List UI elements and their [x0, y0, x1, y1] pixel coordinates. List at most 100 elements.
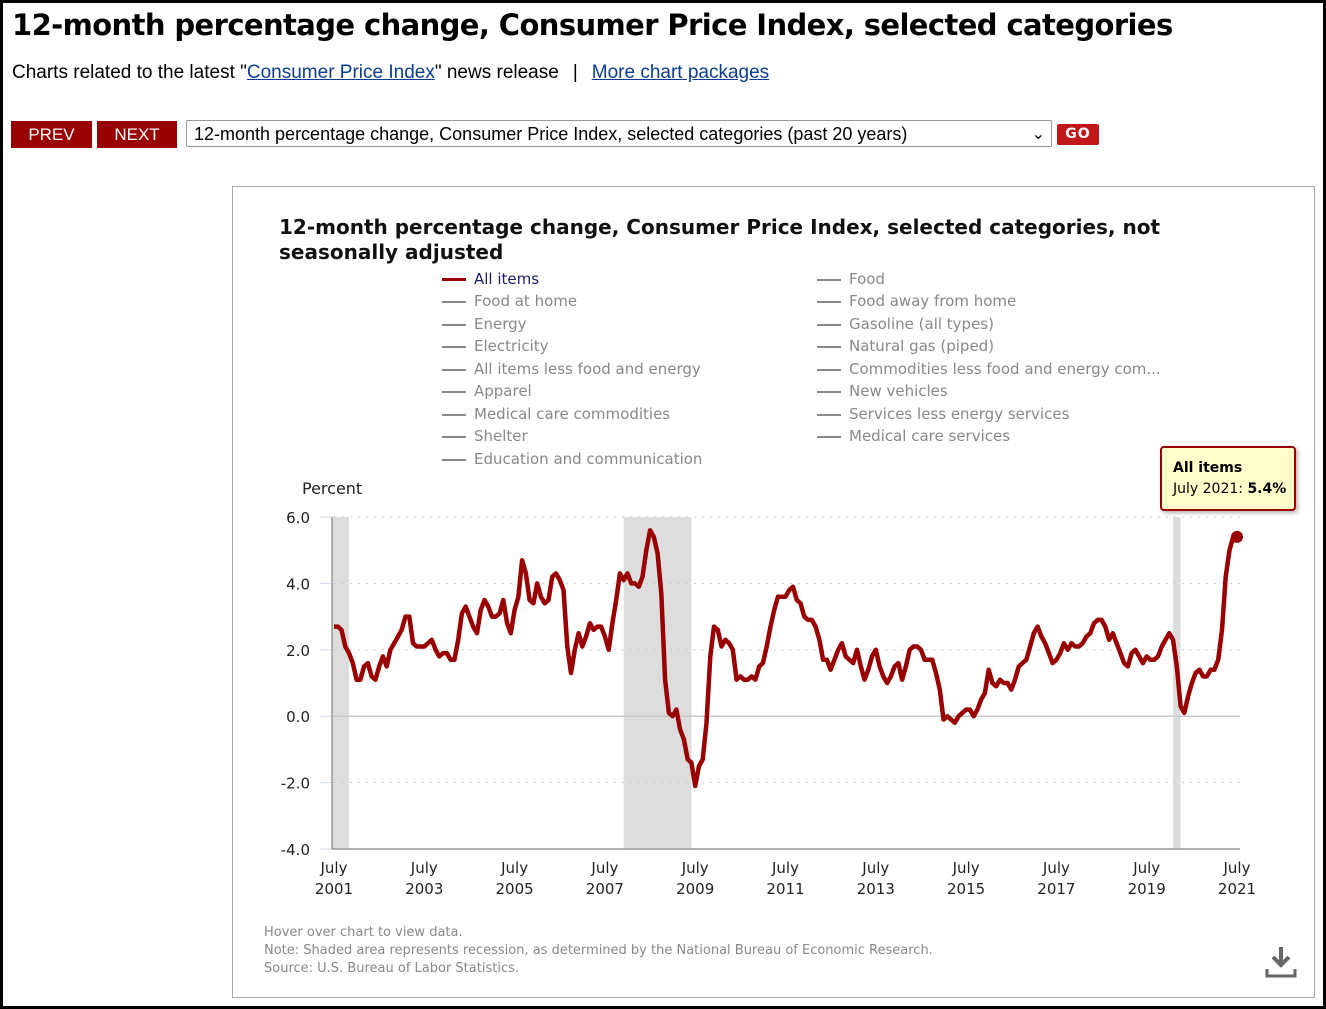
legend-marker: [817, 413, 841, 416]
legend-marker: [817, 278, 841, 281]
x-tick-label: July: [410, 859, 438, 877]
legend-marker: [442, 300, 466, 303]
legend-item[interactable]: Gasoline (all types): [817, 315, 994, 333]
chart-title: 12-month percentage change, Consumer Pri…: [279, 215, 1161, 264]
y-tick-label: -2.0: [281, 775, 310, 793]
tooltip-series: All items: [1173, 460, 1243, 476]
legend-marker: [817, 345, 841, 348]
separator: |: [572, 62, 578, 83]
line-chart[interactable]: 6.0 4.0 2.0 0.0 -2.0 -4.0 Percent July 2001 July 2…: [233, 187, 1314, 997]
cpi-link[interactable]: Consumer Price Index: [246, 62, 435, 83]
legend-item[interactable]: All items less food and energy: [442, 360, 701, 378]
legend-label: Services less energy services: [849, 405, 1070, 423]
x-tick-label: 2007: [586, 880, 624, 898]
download-icon[interactable]: [1265, 945, 1297, 979]
legend-item[interactable]: Food away from home: [817, 292, 1016, 310]
x-tick-label: 2017: [1037, 880, 1075, 898]
x-tick-label: July: [771, 859, 799, 877]
x-tick-label: July: [681, 859, 709, 877]
legend-item[interactable]: Energy: [442, 315, 527, 333]
subtitle-prefix: Charts related to the latest ": [12, 62, 247, 83]
legend-label: Medical care commodities: [474, 405, 671, 423]
y-tick-label: -4.0: [281, 841, 310, 859]
x-tick-label: July: [1042, 859, 1070, 877]
chart-select[interactable]: 12-month percentage change, Consumer Pri…: [186, 120, 1052, 147]
source-note: Source: U.S. Bureau of Labor Statistics.: [264, 961, 519, 976]
legend-marker: [442, 390, 466, 393]
legend-label: Education and communication: [474, 450, 703, 468]
legend-item[interactable]: Shelter: [442, 427, 528, 445]
legend-label: Energy: [474, 315, 527, 333]
chevron-down-icon: ⌄: [1031, 126, 1045, 143]
legend-label: Food: [849, 270, 885, 288]
legend-label: New vehicles: [849, 382, 948, 400]
tooltip-value: 5.4%: [1247, 481, 1287, 497]
legend-label: All items: [474, 270, 540, 288]
legend-label: All items less food and energy: [474, 360, 701, 378]
x-tick-label: 2003: [405, 880, 443, 898]
next-button[interactable]: NEXT: [97, 121, 177, 148]
x-tick-label: July: [952, 859, 980, 877]
legend-label: Shelter: [474, 427, 528, 445]
legend-item[interactable]: Food at home: [442, 292, 577, 310]
legend-item[interactable]: All items: [442, 270, 539, 288]
legend-label: Natural gas (piped): [849, 337, 995, 355]
legend-marker: [817, 390, 841, 393]
prev-button[interactable]: PREV: [11, 121, 92, 148]
x-tick-label: 2009: [676, 880, 714, 898]
y-tick-label: 6.0: [286, 509, 310, 527]
page-title: 12-month percentage change, Consumer Pri…: [12, 8, 1173, 42]
x-tick-label: 2005: [496, 880, 534, 898]
legend-label: Food away from home: [849, 292, 1017, 310]
x-tick-label: July: [320, 859, 348, 877]
chart-select-value: 12-month percentage change, Consumer Pri…: [194, 124, 908, 144]
legend-label: Commodities less food and energy com...: [849, 360, 1161, 378]
legend-marker: [442, 413, 466, 416]
legend-marker: [442, 345, 466, 348]
legend-marker: [817, 300, 841, 303]
legend-item[interactable]: Commodities less food and energy com...: [817, 360, 1161, 378]
legend-item[interactable]: Natural gas (piped): [817, 337, 994, 355]
series-line-all-items: [334, 528, 1237, 789]
legend-item[interactable]: Medical care commodities: [442, 405, 670, 423]
tooltip: All items July 2021: 5.4%: [1160, 446, 1296, 511]
more-chart-packages-link[interactable]: More chart packages: [591, 62, 770, 83]
legend-item[interactable]: Medical care services: [817, 427, 1010, 445]
legend-item[interactable]: Apparel: [442, 382, 532, 400]
x-tick-label: 2013: [857, 880, 895, 898]
go-button[interactable]: GO: [1057, 124, 1099, 145]
legend-marker: [442, 278, 466, 281]
x-tick-label: 2019: [1128, 880, 1166, 898]
legend-item[interactable]: Food: [817, 270, 885, 288]
x-tick-label: 2001: [315, 880, 353, 898]
y-tick-label: 0.0: [286, 708, 310, 726]
legend-marker: [442, 435, 466, 438]
highlighted-point: [1231, 530, 1243, 543]
legend-marker: [817, 435, 841, 438]
subtitle: Charts related to the latest "Consumer P…: [12, 62, 769, 84]
y-tick-label: 2.0: [286, 642, 310, 660]
legend-item[interactable]: Electricity: [442, 337, 549, 355]
legend-label: Medical care services: [849, 427, 1011, 445]
y-tick-label: 4.0: [286, 575, 310, 593]
legend-item[interactable]: Services less energy services: [817, 405, 1069, 423]
legend-label: Gasoline (all types): [849, 315, 994, 333]
legend-label: Apparel: [474, 382, 532, 400]
x-tick-label: July: [500, 859, 528, 877]
recession-note: Note: Shaded area represents recession, …: [264, 943, 933, 958]
x-tick-label: 2011: [766, 880, 804, 898]
legend-item[interactable]: New vehicles: [817, 382, 948, 400]
tooltip-label: July 2021:: [1173, 481, 1248, 497]
chart-notes: Hover over chart to view data. Note: Sha…: [264, 924, 933, 978]
legend-item[interactable]: Education and communication: [442, 450, 702, 468]
chart-container: 12-month percentage change, Consumer Pri…: [232, 186, 1315, 998]
x-tick-label: 2015: [947, 880, 985, 898]
legend-marker: [817, 368, 841, 371]
x-tick-label: 2021: [1218, 880, 1256, 898]
legend-marker: [442, 368, 466, 371]
subtitle-suffix: " news release: [434, 62, 559, 83]
legend-marker: [442, 458, 466, 461]
legend-marker: [442, 323, 466, 326]
x-tick-label: July: [590, 859, 618, 877]
x-tick-label: July: [1132, 859, 1160, 877]
